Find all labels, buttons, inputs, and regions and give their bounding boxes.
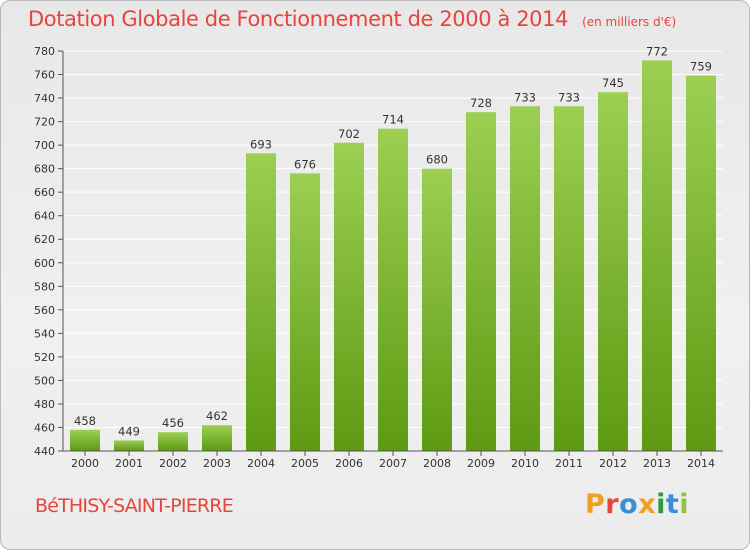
proxiti-logo[interactable]: Proxiti bbox=[585, 489, 689, 520]
y-tick-label: 500 bbox=[34, 374, 55, 387]
y-tick-label: 620 bbox=[34, 233, 55, 246]
x-tick-label: 2014 bbox=[687, 457, 715, 470]
x-tick-label: 2009 bbox=[467, 457, 495, 470]
data-labels: 458 449 456 462 693 676 702 714 680 728 733 733 745 7… bbox=[74, 44, 712, 438]
data-label: 462 bbox=[206, 409, 228, 423]
x-tick-label: 2003 bbox=[203, 457, 231, 470]
logo-letter: t bbox=[665, 489, 680, 520]
data-label: 693 bbox=[250, 137, 272, 151]
bar bbox=[70, 429, 100, 451]
data-label: 702 bbox=[338, 127, 360, 141]
bar bbox=[510, 106, 540, 451]
bar bbox=[422, 168, 452, 451]
bar bbox=[554, 106, 584, 451]
y-tick-label: 580 bbox=[34, 280, 55, 293]
data-label: 759 bbox=[690, 60, 712, 74]
y-tick-label: 740 bbox=[34, 92, 55, 105]
bar bbox=[334, 142, 364, 451]
y-tick-label: 720 bbox=[34, 116, 55, 129]
unit-label: (en milliers d'€) bbox=[582, 15, 677, 29]
y-axis-ticks: 440 460 480 500 520 540 560 580 600 620 640 660 680 7… bbox=[34, 45, 723, 458]
y-tick-label: 700 bbox=[34, 139, 55, 152]
bar bbox=[378, 128, 408, 451]
x-tick-label: 2000 bbox=[71, 457, 99, 470]
chart-title: Dotation Globale de Fonctionnement de 20… bbox=[28, 7, 676, 31]
logo-letter: x bbox=[638, 489, 657, 520]
bar bbox=[202, 425, 232, 451]
bar bbox=[598, 92, 628, 452]
bar bbox=[114, 440, 144, 451]
bar bbox=[290, 173, 320, 451]
data-label: 676 bbox=[294, 157, 316, 171]
logo-letter: o bbox=[619, 489, 639, 520]
x-tick-label: 2013 bbox=[643, 457, 671, 470]
y-tick-label: 540 bbox=[34, 327, 55, 340]
x-tick-label: 2006 bbox=[335, 457, 363, 470]
bar bbox=[466, 112, 496, 452]
y-tick-label: 780 bbox=[34, 45, 55, 58]
y-tick-label: 560 bbox=[34, 304, 55, 317]
bar bbox=[246, 153, 276, 451]
data-label: 458 bbox=[74, 414, 96, 428]
title-text: Dotation Globale de Fonctionnement de 20… bbox=[28, 7, 569, 31]
x-tick-label: 2012 bbox=[599, 457, 627, 470]
y-tick-label: 520 bbox=[34, 351, 55, 364]
data-label: 733 bbox=[558, 90, 580, 104]
data-label: 733 bbox=[514, 90, 536, 104]
x-tick-label: 2002 bbox=[159, 457, 187, 470]
x-axis-ticks: 2000 2001 2002 2003 2004 2005 2006 2007 2008 2009… bbox=[71, 451, 715, 470]
y-tick-label: 460 bbox=[34, 421, 55, 434]
commune-name: BéTHISY-SAINT-PIERRE bbox=[35, 495, 234, 517]
logo-letter: r bbox=[605, 489, 620, 520]
y-tick-label: 760 bbox=[34, 69, 55, 82]
x-tick-label: 2010 bbox=[511, 457, 539, 470]
y-tick-label: 600 bbox=[34, 257, 55, 270]
x-tick-label: 2005 bbox=[291, 457, 319, 470]
data-label: 680 bbox=[426, 153, 448, 167]
logo-letter: i bbox=[656, 489, 666, 520]
data-label: 745 bbox=[602, 76, 624, 90]
data-label: 728 bbox=[470, 96, 492, 110]
bar bbox=[158, 432, 188, 451]
data-label: 714 bbox=[382, 113, 404, 127]
bar bbox=[642, 60, 672, 451]
bar bbox=[686, 75, 716, 452]
data-label: 772 bbox=[646, 44, 668, 58]
x-tick-label: 2001 bbox=[115, 457, 143, 470]
x-tick-label: 2004 bbox=[247, 457, 275, 470]
logo-letter: P bbox=[585, 489, 606, 520]
bars bbox=[70, 60, 716, 452]
logo-letter: i bbox=[679, 489, 690, 520]
y-tick-label: 480 bbox=[34, 398, 55, 411]
data-label: 449 bbox=[118, 424, 140, 438]
data-label: 456 bbox=[162, 416, 184, 430]
x-tick-label: 2007 bbox=[379, 457, 407, 470]
y-tick-label: 440 bbox=[34, 445, 55, 458]
x-tick-label: 2011 bbox=[555, 457, 583, 470]
y-tick-label: 660 bbox=[34, 186, 55, 199]
y-tick-label: 640 bbox=[34, 210, 55, 223]
x-tick-label: 2008 bbox=[423, 457, 451, 470]
y-tick-label: 680 bbox=[34, 163, 55, 176]
